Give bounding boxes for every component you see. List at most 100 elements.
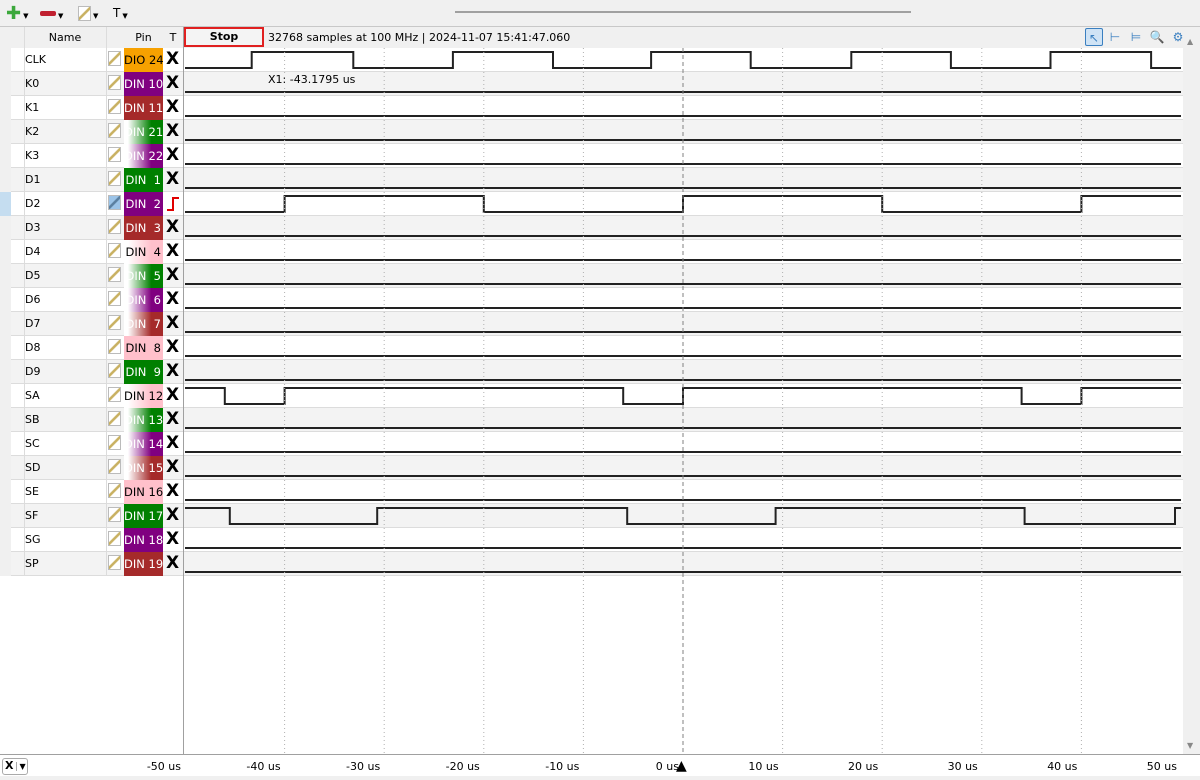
cursor-marker-icon[interactable]: ▲ <box>676 758 687 774</box>
edit-signal-icon[interactable] <box>108 459 121 474</box>
pin-label[interactable]: DIN 7 <box>124 312 163 336</box>
trigger-column-header[interactable]: T <box>169 31 177 44</box>
signal-name[interactable]: SD <box>25 461 41 474</box>
row-selector[interactable] <box>0 360 11 384</box>
pin-label[interactable]: DIN 16 <box>124 480 163 504</box>
pin-label[interactable]: DIN 9 <box>124 360 163 384</box>
remove-signal-button[interactable]: ▼ <box>40 5 63 21</box>
edit-signal-icon[interactable] <box>108 387 121 402</box>
waveform-area[interactable] <box>0 27 1183 754</box>
signal-name[interactable]: D7 <box>25 317 41 330</box>
signal-row-se[interactable]: SE DIN 16 X <box>0 480 1183 504</box>
pin-label[interactable]: DIN 12 <box>124 384 163 408</box>
pin-column-header[interactable]: Pin <box>135 31 152 44</box>
edit-signal-icon[interactable] <box>108 147 121 162</box>
edit-signal-icon[interactable] <box>108 291 121 306</box>
signal-name[interactable]: D5 <box>25 269 41 282</box>
signal-row-d8[interactable]: D8 DIN 8 X <box>0 336 1183 360</box>
pin-label[interactable]: DIN 11 <box>124 96 163 120</box>
pin-label[interactable]: DIN 10 <box>124 72 163 96</box>
pin-label[interactable]: DIN 19 <box>124 552 163 576</box>
trigger-none-icon[interactable]: X <box>166 217 180 237</box>
row-selector[interactable] <box>0 312 11 336</box>
pin-label[interactable]: DIN 13 <box>124 408 163 432</box>
row-selector[interactable] <box>0 72 11 96</box>
pin-label[interactable]: DIN 8 <box>124 336 163 360</box>
trigger-none-icon[interactable]: X <box>166 265 180 285</box>
zoom-icon[interactable]: 🔍 <box>1149 30 1165 44</box>
name-column-header[interactable]: Name <box>48 31 82 44</box>
edit-signal-icon[interactable] <box>108 315 121 330</box>
row-selector[interactable] <box>0 336 11 360</box>
trigger-none-icon[interactable]: X <box>166 313 180 333</box>
pin-label[interactable]: DIN 17 <box>124 504 163 528</box>
pin-label[interactable]: DIN 5 <box>124 264 163 288</box>
trigger-none-icon[interactable]: X <box>166 361 180 381</box>
signal-name[interactable]: CLK <box>25 53 47 66</box>
trigger-none-icon[interactable]: X <box>166 433 180 453</box>
rising-edge-trigger-icon[interactable] <box>166 196 180 212</box>
trigger-none-icon[interactable]: X <box>166 505 180 525</box>
pin-label[interactable]: DIN 3 <box>124 216 163 240</box>
edit-signal-icon[interactable] <box>108 483 121 498</box>
pointer-icon[interactable]: ↖ <box>1085 28 1103 46</box>
trigger-none-icon[interactable]: X <box>166 49 180 69</box>
edit-signal-icon[interactable] <box>108 99 121 114</box>
pin-label[interactable]: DIN 1 <box>124 168 163 192</box>
trigger-none-icon[interactable]: X <box>166 289 180 309</box>
pin-label[interactable]: DIN 22 <box>124 144 163 168</box>
trigger-none-icon[interactable]: X <box>166 73 180 93</box>
signal-name[interactable]: SG <box>25 533 41 546</box>
cursor-pair-icon[interactable]: ⊨ <box>1130 30 1142 44</box>
signal-name[interactable]: D9 <box>25 365 41 378</box>
row-selector[interactable] <box>0 552 11 576</box>
signal-row-k1[interactable]: K1 DIN 11 X <box>0 96 1183 120</box>
edit-signal-icon[interactable] <box>108 507 121 522</box>
row-selector[interactable] <box>0 48 11 72</box>
signal-name[interactable]: D6 <box>25 293 41 306</box>
edit-signal-icon[interactable] <box>108 531 121 546</box>
row-selector[interactable] <box>0 264 11 288</box>
trigger-none-icon[interactable]: X <box>166 481 180 501</box>
signal-row-sa[interactable]: SA DIN 12 X <box>0 384 1183 408</box>
signal-name[interactable]: K1 <box>25 101 40 114</box>
trigger-none-icon[interactable]: X <box>166 121 180 141</box>
edit-signal-icon[interactable] <box>108 435 121 450</box>
row-selector[interactable] <box>0 384 11 408</box>
pin-label[interactable]: DIN 4 <box>124 240 163 264</box>
stop-button[interactable]: Stop <box>184 27 264 47</box>
row-selector[interactable] <box>0 432 11 456</box>
signal-name[interactable]: SC <box>25 437 40 450</box>
signal-name[interactable]: SB <box>25 413 40 426</box>
row-selector[interactable] <box>0 96 11 120</box>
signal-name[interactable]: D1 <box>25 173 41 186</box>
settings-icon[interactable]: ⚙ <box>1172 30 1184 44</box>
axis-selector[interactable]: X ▼ <box>2 758 28 775</box>
signal-name[interactable]: K0 <box>25 77 40 90</box>
signal-name[interactable]: SE <box>25 485 39 498</box>
trigger-none-icon[interactable]: X <box>166 97 180 117</box>
signal-name[interactable]: SA <box>25 389 40 402</box>
pin-label[interactable]: DIN 14 <box>124 432 163 456</box>
row-selector[interactable] <box>0 144 11 168</box>
trigger-none-icon[interactable]: X <box>166 553 180 573</box>
signal-row-k3[interactable]: K3 DIN 22 X <box>0 144 1183 168</box>
edit-signal-icon[interactable] <box>108 195 121 210</box>
trigger-none-icon[interactable]: X <box>166 457 180 477</box>
text-button[interactable]: T ▼ <box>113 6 128 20</box>
edit-signal-icon[interactable] <box>108 363 121 378</box>
row-selector[interactable] <box>0 168 11 192</box>
pin-label[interactable]: DIN 18 <box>124 528 163 552</box>
row-selector[interactable] <box>0 480 11 504</box>
edit-signal-icon[interactable] <box>108 267 121 282</box>
signal-row-clk[interactable]: CLK DIO 24 X <box>0 48 1183 72</box>
pin-label[interactable]: DIN 2 <box>124 192 163 216</box>
signal-row-sc[interactable]: SC DIN 14 X <box>0 432 1183 456</box>
edit-button[interactable]: ▼ <box>78 5 98 21</box>
row-selector[interactable] <box>0 288 11 312</box>
trigger-none-icon[interactable]: X <box>166 337 180 357</box>
trigger-none-icon[interactable]: X <box>166 241 180 261</box>
row-selector[interactable] <box>0 240 11 264</box>
signal-name[interactable]: D3 <box>25 221 41 234</box>
edit-signal-icon[interactable] <box>108 75 121 90</box>
